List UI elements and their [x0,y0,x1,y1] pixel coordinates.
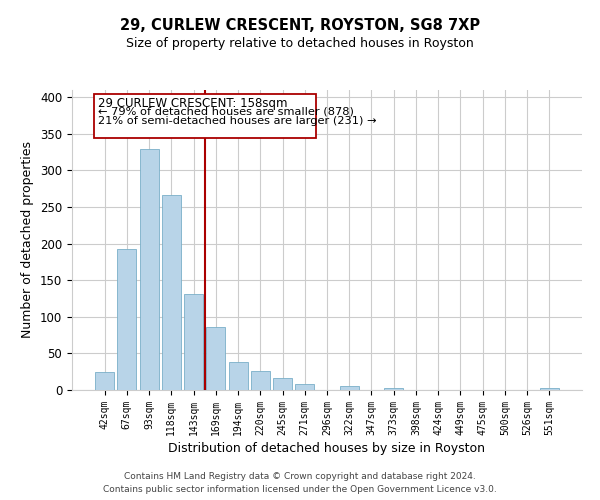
Bar [273,378,292,390]
Text: Size of property relative to detached houses in Royston: Size of property relative to detached ho… [126,38,474,51]
Bar [229,362,248,390]
Bar [251,371,270,390]
X-axis label: Distribution of detached houses by size in Royston: Distribution of detached houses by size … [169,442,485,455]
Bar [140,148,158,390]
Bar [95,372,114,390]
Text: 21% of semi-detached houses are larger (231) →: 21% of semi-detached houses are larger (… [98,116,376,126]
Y-axis label: Number of detached properties: Number of detached properties [22,142,34,338]
Bar [340,386,359,390]
Text: ← 79% of detached houses are smaller (878): ← 79% of detached houses are smaller (87… [98,107,354,117]
Bar [206,327,225,390]
Text: 29, CURLEW CRESCENT, ROYSTON, SG8 7XP: 29, CURLEW CRESCENT, ROYSTON, SG8 7XP [120,18,480,32]
Text: 29 CURLEW CRESCENT: 158sqm: 29 CURLEW CRESCENT: 158sqm [98,98,287,110]
FancyBboxPatch shape [94,94,316,138]
Bar [118,249,136,390]
Text: Contains public sector information licensed under the Open Government Licence v3: Contains public sector information licen… [103,485,497,494]
Text: Contains HM Land Registry data © Crown copyright and database right 2024.: Contains HM Land Registry data © Crown c… [124,472,476,481]
Bar [184,294,203,390]
Bar [162,194,181,390]
Bar [384,388,403,390]
Bar [295,384,314,390]
Bar [540,388,559,390]
